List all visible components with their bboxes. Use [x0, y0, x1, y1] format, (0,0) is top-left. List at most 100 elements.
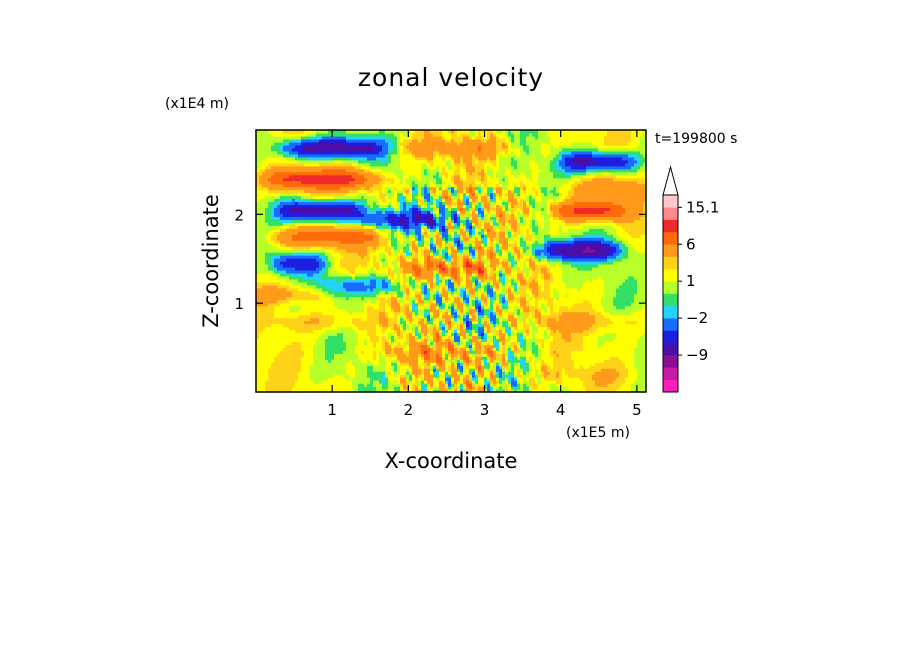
heatmap-cell [427, 284, 431, 289]
heatmap-cell [616, 374, 620, 378]
heatmap-cell [445, 362, 449, 366]
heatmap-cell [514, 320, 518, 325]
heatmap-cell [349, 362, 353, 366]
heatmap-cell [271, 290, 275, 295]
heatmap-cell [274, 383, 278, 387]
heatmap-cell [271, 362, 275, 366]
heatmap-cell [484, 314, 488, 319]
heatmap-cell [640, 308, 644, 313]
heatmap-cell [400, 359, 404, 363]
heatmap-cell [436, 320, 440, 325]
heatmap-cell [361, 302, 365, 307]
heatmap-cell [481, 305, 485, 310]
heatmap-cell [262, 281, 266, 286]
heatmap-cell [589, 305, 593, 310]
heatmap-cell [421, 290, 425, 295]
heatmap-cell [601, 386, 605, 390]
heatmap-cell [526, 341, 530, 345]
heatmap-cell [472, 341, 476, 345]
heatmap-cell [613, 359, 617, 363]
heatmap-cell [322, 323, 326, 328]
heatmap-cell [310, 320, 314, 325]
heatmap-cell [463, 293, 467, 298]
heatmap-cell [301, 365, 305, 369]
heatmap-cell [640, 341, 644, 345]
heatmap-cell [382, 338, 386, 342]
heatmap-cell [517, 284, 521, 289]
heatmap-cell [604, 329, 608, 334]
heatmap-cell [355, 350, 359, 354]
heatmap-cell [502, 368, 506, 372]
heatmap-cell [466, 335, 470, 340]
heatmap-cell [403, 299, 407, 304]
heatmap-cell [577, 368, 581, 372]
heatmap-cell [334, 284, 338, 289]
heatmap-cell [598, 320, 602, 325]
heatmap-cell [271, 383, 275, 387]
heatmap-cell [430, 341, 434, 345]
heatmap-cell [487, 359, 491, 363]
heatmap-cell [517, 296, 521, 301]
heatmap-cell [571, 278, 575, 283]
heatmap-cell [466, 314, 470, 319]
heatmap-cell [340, 350, 344, 354]
heatmap-cell [586, 281, 590, 286]
heatmap-cell [547, 365, 551, 369]
heatmap-cell [529, 344, 533, 348]
heatmap-cell [391, 299, 395, 304]
heatmap-cell [373, 362, 377, 366]
heatmap-cell [385, 305, 389, 310]
heatmap-cell [415, 296, 419, 301]
heatmap-cell [544, 323, 548, 328]
heatmap-cell [469, 311, 473, 316]
heatmap-cell [598, 335, 602, 340]
heatmap-cell [571, 323, 575, 328]
heatmap-cell [328, 338, 332, 342]
heatmap-cell [337, 374, 341, 378]
heatmap-cell [448, 314, 452, 319]
heatmap-cell [415, 335, 419, 340]
heatmap-cell [460, 329, 464, 334]
heatmap-cell [376, 299, 380, 304]
heatmap-cell [334, 353, 338, 357]
heatmap-cell [337, 308, 341, 313]
heatmap-cell [406, 326, 410, 331]
heatmap-cell [487, 317, 491, 322]
heatmap-cell [319, 281, 323, 286]
heatmap-cell [364, 347, 368, 351]
heatmap-cell [409, 350, 413, 354]
heatmap-cell [619, 344, 623, 348]
heatmap-cell [541, 296, 545, 301]
heatmap-cell [355, 374, 359, 378]
heatmap-cell [610, 386, 614, 390]
heatmap-cell [622, 278, 626, 283]
heatmap-cell [289, 386, 293, 390]
heatmap-cell [298, 335, 302, 340]
heatmap-cell [331, 308, 335, 313]
heatmap-cell [286, 386, 290, 390]
heatmap-cell [289, 350, 293, 354]
heatmap-cell [508, 314, 512, 319]
heatmap-cell [493, 362, 497, 366]
heatmap-cell [547, 338, 551, 342]
heatmap-cell [403, 359, 407, 363]
heatmap-cell [631, 335, 635, 340]
heatmap-cell [559, 374, 563, 378]
heatmap-cell [472, 281, 476, 286]
heatmap-cell [640, 278, 644, 283]
heatmap-cell [580, 359, 584, 363]
heatmap-cell [325, 287, 329, 292]
heatmap-cell [595, 299, 599, 304]
heatmap-cell [268, 284, 272, 289]
heatmap-cell [421, 389, 425, 392]
heatmap-cell [439, 350, 443, 354]
heatmap-cell [304, 380, 308, 384]
heatmap-cell [400, 326, 404, 331]
heatmap-cell [550, 299, 554, 304]
heatmap-cell [325, 350, 329, 354]
heatmap-cell [451, 386, 455, 390]
heatmap-cell [628, 350, 632, 354]
heatmap-cell [493, 278, 497, 283]
heatmap-cell [397, 296, 401, 301]
heatmap-cell [394, 284, 398, 289]
